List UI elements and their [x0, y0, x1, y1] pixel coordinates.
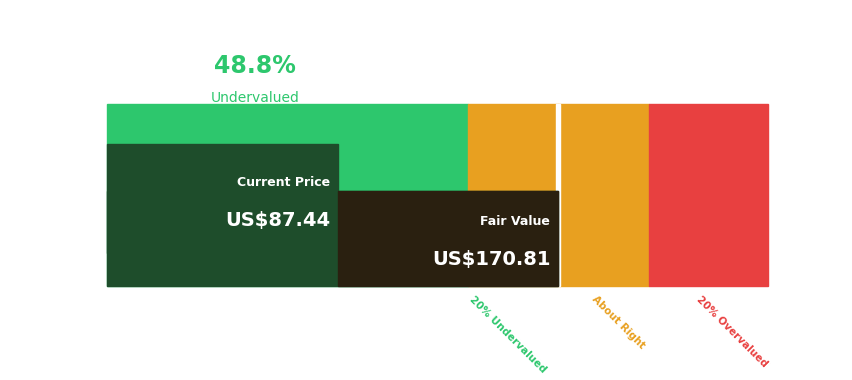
Bar	[468, 104, 558, 285]
Text: US$87.44: US$87.44	[225, 211, 330, 230]
Bar	[106, 191, 558, 285]
Text: Undervalued: Undervalued	[210, 91, 299, 105]
Text: 20% Overvalued: 20% Overvalued	[694, 294, 769, 369]
Text: About Right: About Right	[590, 294, 646, 351]
Text: Current Price: Current Price	[237, 176, 330, 188]
Text: 20% Undervalued: 20% Undervalued	[468, 294, 548, 375]
Bar	[337, 191, 558, 285]
Bar	[648, 104, 767, 285]
Text: Fair Value: Fair Value	[480, 215, 550, 228]
Bar	[556, 104, 560, 285]
Bar	[106, 104, 468, 285]
Text: 48.8%: 48.8%	[214, 54, 296, 78]
Bar	[558, 104, 648, 285]
Text: US$170.81: US$170.81	[431, 250, 550, 269]
Bar	[106, 144, 337, 253]
